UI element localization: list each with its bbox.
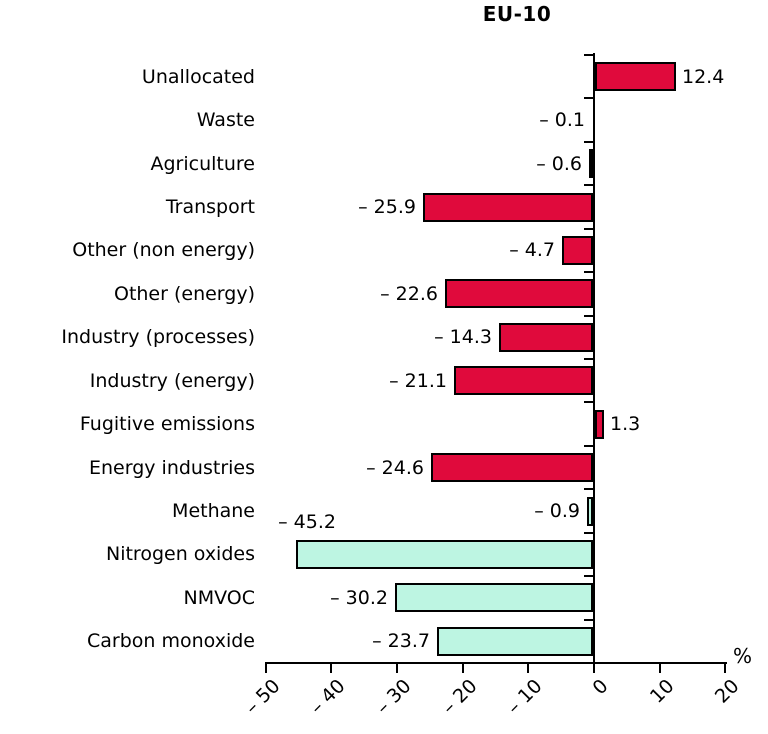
y-category-label: Unallocated <box>141 66 255 88</box>
ghg-bar <box>562 236 593 265</box>
x-axis-tick <box>330 663 332 673</box>
ghg-bar <box>595 62 676 91</box>
y-category-label: Nitrogen oxides <box>105 543 255 565</box>
x-axis-tick <box>593 663 595 673</box>
y-category-label: Fugitive emissions <box>79 413 255 435</box>
y-category-label: Industry (energy) <box>89 370 255 392</box>
x-axis-tick-label: – 50 <box>240 675 285 719</box>
ghg-bar <box>589 149 593 178</box>
pollutant-bar <box>587 497 593 526</box>
zero-axis-line <box>593 53 595 664</box>
category-tick <box>584 271 594 273</box>
pollutant-bar <box>437 627 593 656</box>
category-tick <box>584 445 594 447</box>
ghg-bar <box>431 453 593 482</box>
category-tick <box>584 184 594 186</box>
bar-value-label: – 30.2 <box>330 587 388 609</box>
y-category-label: Other (energy) <box>113 283 255 305</box>
bar-value-label: – 22.6 <box>380 283 438 305</box>
pollutant-bar <box>296 540 593 569</box>
x-axis-tick <box>265 663 267 673</box>
x-axis-unit-label: % <box>733 644 753 668</box>
bar-value-label: – 23.7 <box>372 630 430 652</box>
bar-value-label: – 0.6 <box>536 153 582 175</box>
bar-value-label: – 0.1 <box>539 109 585 131</box>
y-category-label: NMVOC <box>183 587 256 609</box>
ghg-bar <box>595 410 604 439</box>
y-category-label: Agriculture <box>150 153 256 175</box>
x-axis-tick <box>527 663 529 673</box>
x-axis-line <box>265 662 727 664</box>
y-category-label: Waste <box>196 109 255 131</box>
x-axis-tick <box>659 663 661 673</box>
category-tick <box>584 315 594 317</box>
bar-value-label: – 4.7 <box>509 239 555 261</box>
bar-value-label: – 0.9 <box>534 500 580 522</box>
ghg-bar <box>454 366 593 395</box>
ghg-bar <box>423 193 593 222</box>
chart-title: EU-10 <box>482 2 552 26</box>
bar-value-label: – 14.3 <box>434 326 492 348</box>
x-axis-tick <box>396 663 398 673</box>
category-tick <box>584 401 594 403</box>
category-tick <box>584 532 594 534</box>
y-category-label: Methane <box>172 500 255 522</box>
bar-value-label: – 21.1 <box>389 370 447 392</box>
category-tick <box>584 141 594 143</box>
x-axis-tick <box>462 663 464 673</box>
category-tick <box>584 228 594 230</box>
y-category-label: Other (non energy) <box>72 239 255 261</box>
category-tick <box>584 97 594 99</box>
category-tick <box>584 619 594 621</box>
y-category-label: Transport <box>165 196 255 218</box>
bar-value-label: – 25.9 <box>358 196 416 218</box>
pollutant-bar <box>395 583 593 612</box>
category-tick <box>584 358 594 360</box>
bar-value-label: – 24.6 <box>366 457 424 479</box>
ghg-bar <box>499 323 593 352</box>
category-tick <box>584 54 594 56</box>
category-tick <box>584 575 594 577</box>
y-category-label: Industry (processes) <box>61 326 255 348</box>
ghg-bar <box>445 279 593 308</box>
category-tick <box>584 488 594 490</box>
bar-value-label: – 45.2 <box>278 511 336 533</box>
y-category-label: Energy industries <box>88 457 255 479</box>
bar-value-label: 1.3 <box>610 413 641 435</box>
bar-value-label: 12.4 <box>682 66 725 88</box>
x-axis-tick <box>724 663 726 673</box>
y-category-label: Carbon monoxide <box>87 630 255 652</box>
